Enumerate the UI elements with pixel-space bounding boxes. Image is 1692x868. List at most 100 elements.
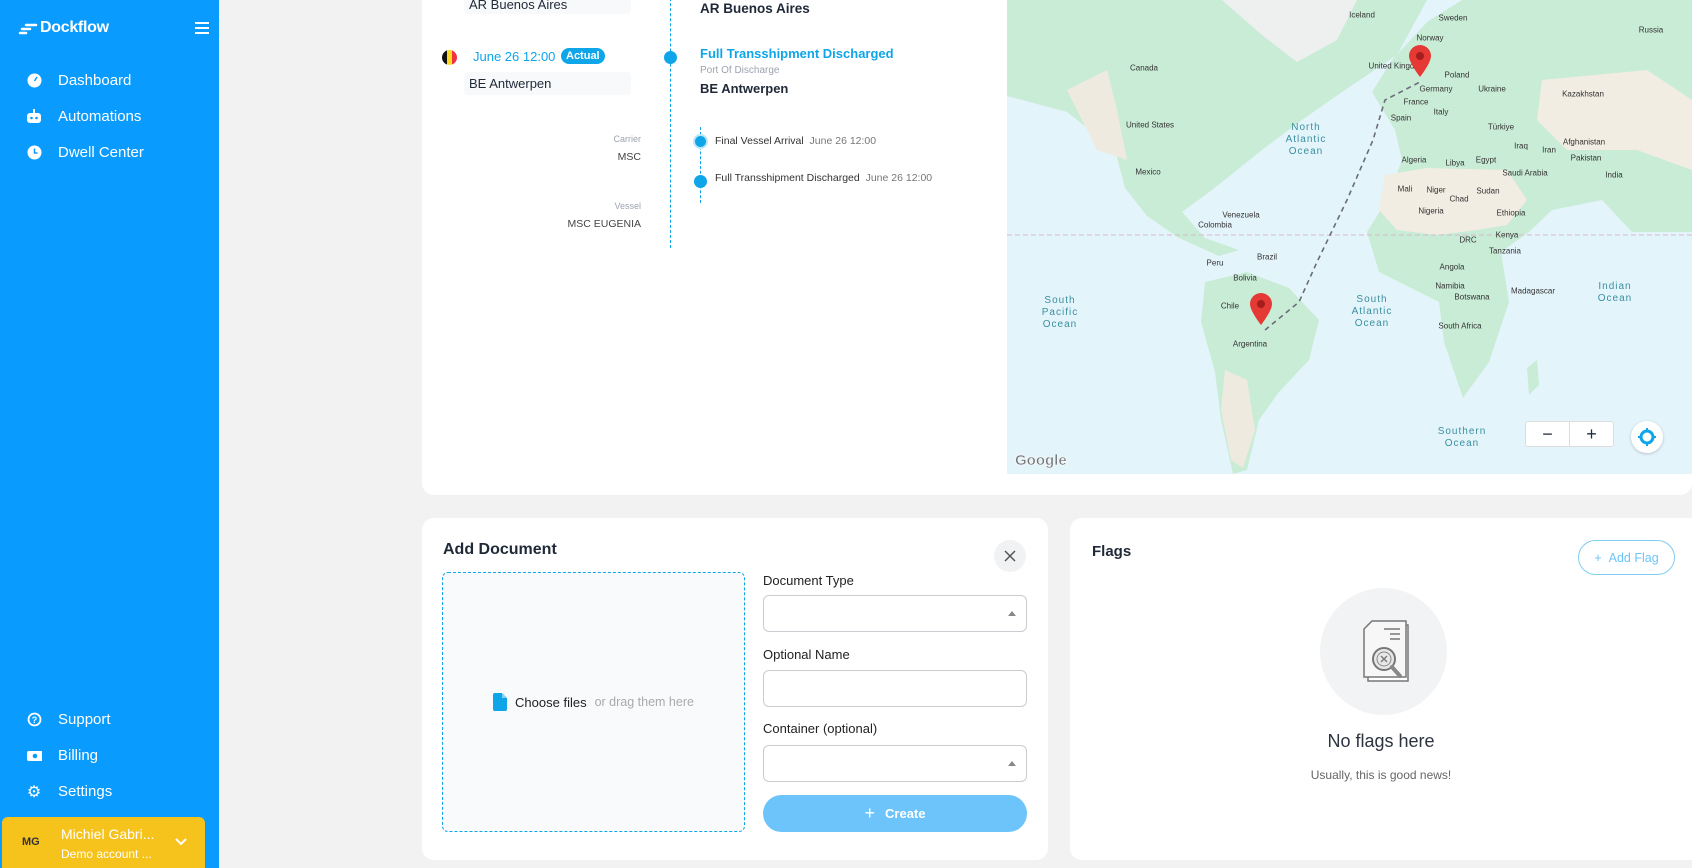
map-label-south-africa: South Africa — [1438, 321, 1482, 331]
container-select[interactable] — [763, 745, 1027, 782]
map-label-chile: Chile — [1220, 301, 1240, 311]
map-label-russia: Russia — [1638, 25, 1664, 35]
zoom-out-button[interactable]: − — [1526, 422, 1570, 446]
money-bill-icon — [26, 748, 42, 764]
gear-icon: ⚙ — [26, 783, 42, 801]
map-label-united-kingdom: United Kingdom — [1368, 61, 1426, 71]
choose-files-link[interactable]: Choose files — [515, 694, 587, 710]
sidebar-item-dwell-center[interactable]: Dwell Center — [26, 144, 144, 161]
zoom-controls: − + — [1525, 421, 1614, 447]
origin-location-right: AR Buenos Aires — [700, 1, 810, 16]
map-label-afghanistan: Afghanistan — [1562, 137, 1606, 147]
map-label-argentina: Argentina — [1232, 339, 1268, 349]
sidebar-item-label: Settings — [58, 783, 113, 800]
belgium-flag-icon — [442, 50, 457, 65]
sidebar-item-support[interactable]: ? Support — [26, 711, 111, 728]
create-button[interactable]: + Create — [763, 795, 1027, 832]
map-label-algeria: Algeria — [1401, 155, 1427, 165]
close-icon — [1004, 550, 1016, 562]
route-line — [1264, 81, 1421, 331]
map-label-bolivia: Bolivia — [1233, 273, 1257, 283]
event-dot — [695, 136, 706, 147]
event-item: Final Vessel Arrival June 26 12:00 — [715, 135, 877, 147]
map-label-angola: Angola — [1439, 262, 1465, 272]
map-label-india: India — [1605, 170, 1623, 180]
sidebar-item-automations[interactable]: Automations — [26, 108, 141, 125]
caret-up-icon — [1008, 611, 1016, 616]
file-dropzone[interactable]: Choose files or drag them here — [442, 572, 745, 832]
map-label-france: France — [1403, 97, 1429, 107]
discharge-date: June 26 12:00 — [473, 49, 556, 64]
map-label-mali: Mali — [1397, 184, 1413, 194]
map-label-madagascar: Madagascar — [1510, 286, 1556, 296]
map-label-namibia: Namibia — [1435, 281, 1465, 291]
svg-text:?: ? — [31, 715, 37, 725]
document-search-icon — [1362, 619, 1409, 682]
map-label-niger: Niger — [1426, 185, 1446, 195]
map-label-venezuela: Venezuela — [1222, 210, 1260, 220]
user-menu[interactable]: MG Michiel Gabri... Demo account ... — [2, 817, 205, 868]
route-map[interactable]: Iceland Sweden Norway Russia United Kingdom C… — [1007, 0, 1692, 474]
map-label-saudi-arabia: Saudi Arabia — [1502, 168, 1548, 178]
sidebar-item-billing[interactable]: Billing — [26, 747, 98, 764]
event-dot — [694, 175, 707, 188]
map-label-peru: Peru — [1206, 258, 1224, 268]
map-label-kazakhstan: Kazakhstan — [1562, 89, 1604, 99]
add-document-title: Add Document — [443, 541, 557, 558]
gauge-icon — [26, 73, 42, 89]
my-location-button[interactable] — [1631, 421, 1663, 453]
map-label-libya: Libya — [1445, 158, 1465, 168]
map-ocean-indian-ocean: Indian Ocean — [1597, 281, 1633, 304]
chevron-down-icon — [175, 838, 187, 846]
plus-icon: + — [864, 803, 876, 823]
map-label-kenya: Kenya — [1495, 230, 1519, 240]
map-label-botswana: Botswana — [1454, 292, 1490, 302]
close-button[interactable] — [994, 540, 1026, 572]
empty-state-illustration — [1320, 588, 1447, 715]
user-name: Michiel Gabri... — [61, 826, 155, 842]
optional-name-input[interactable] — [763, 670, 1027, 707]
empty-title: No flags here — [1327, 731, 1435, 751]
map-ocean-south-atlantic-ocean: South Atlantic Ocean — [1351, 294, 1393, 329]
container-label: Container (optional) — [763, 721, 878, 736]
add-flag-button[interactable]: + Add Flag — [1578, 540, 1675, 575]
map-label-sudan: Sudan — [1476, 186, 1500, 196]
map-label-egypt: Egypt — [1475, 155, 1497, 165]
carrier-value: MSC — [617, 151, 641, 163]
caret-up-icon — [1008, 761, 1016, 766]
document-type-select[interactable] — [763, 595, 1027, 632]
map-ocean-south-pacific-ocean: South Pacific Ocean — [1041, 295, 1079, 330]
map-label-ethiopia: Ethiopia — [1496, 208, 1526, 218]
locate-icon — [1638, 428, 1656, 446]
discharge-location-left: BE Antwerpen — [469, 76, 552, 91]
map-label-iraq: Iraq — [1514, 141, 1528, 151]
map-label-germany: Germany — [1419, 84, 1453, 94]
map-label-t-rkiye: Türkiye — [1487, 122, 1515, 132]
flags-title: Flags — [1092, 543, 1132, 560]
document-type-label: Document Type — [763, 573, 854, 588]
map-label-pakistan: Pakistan — [1570, 153, 1602, 163]
map-label-norway: Norway — [1416, 33, 1444, 43]
pin-buenos-aires-icon[interactable] — [1249, 292, 1273, 326]
map-label-colombia: Colombia — [1198, 220, 1232, 230]
carrier-label: Carrier — [613, 134, 641, 144]
sidebar-item-dashboard[interactable]: Dashboard — [26, 72, 131, 89]
sidebar-item-label: Billing — [58, 747, 99, 764]
discharge-subtitle: Port Of Discharge — [700, 65, 780, 76]
hamburger-menu-icon[interactable] — [195, 22, 209, 35]
greenland — [1222, 0, 1357, 62]
optional-name-label: Optional Name — [763, 647, 850, 662]
map-label-sweden: Sweden — [1438, 13, 1468, 23]
logo[interactable]: Dockflow — [18, 19, 109, 37]
pin-antwerpen-icon[interactable] — [1408, 44, 1432, 78]
plus-icon: + — [1594, 550, 1602, 565]
flags-card: Flags + Add Flag No flags here Usually, t… — [1070, 518, 1692, 860]
sidebar-item-settings[interactable]: ⚙ Settings — [26, 783, 113, 801]
zoom-in-button[interactable]: + — [1586, 424, 1597, 444]
north-america — [1007, 0, 1427, 256]
dockflow-logo-icon — [18, 23, 38, 35]
madagascar — [1527, 360, 1539, 395]
logo-text: Dockflow — [40, 19, 109, 36]
map-label-tanzania: Tanzania — [1488, 246, 1522, 256]
map-label-mexico: Mexico — [1135, 167, 1161, 177]
